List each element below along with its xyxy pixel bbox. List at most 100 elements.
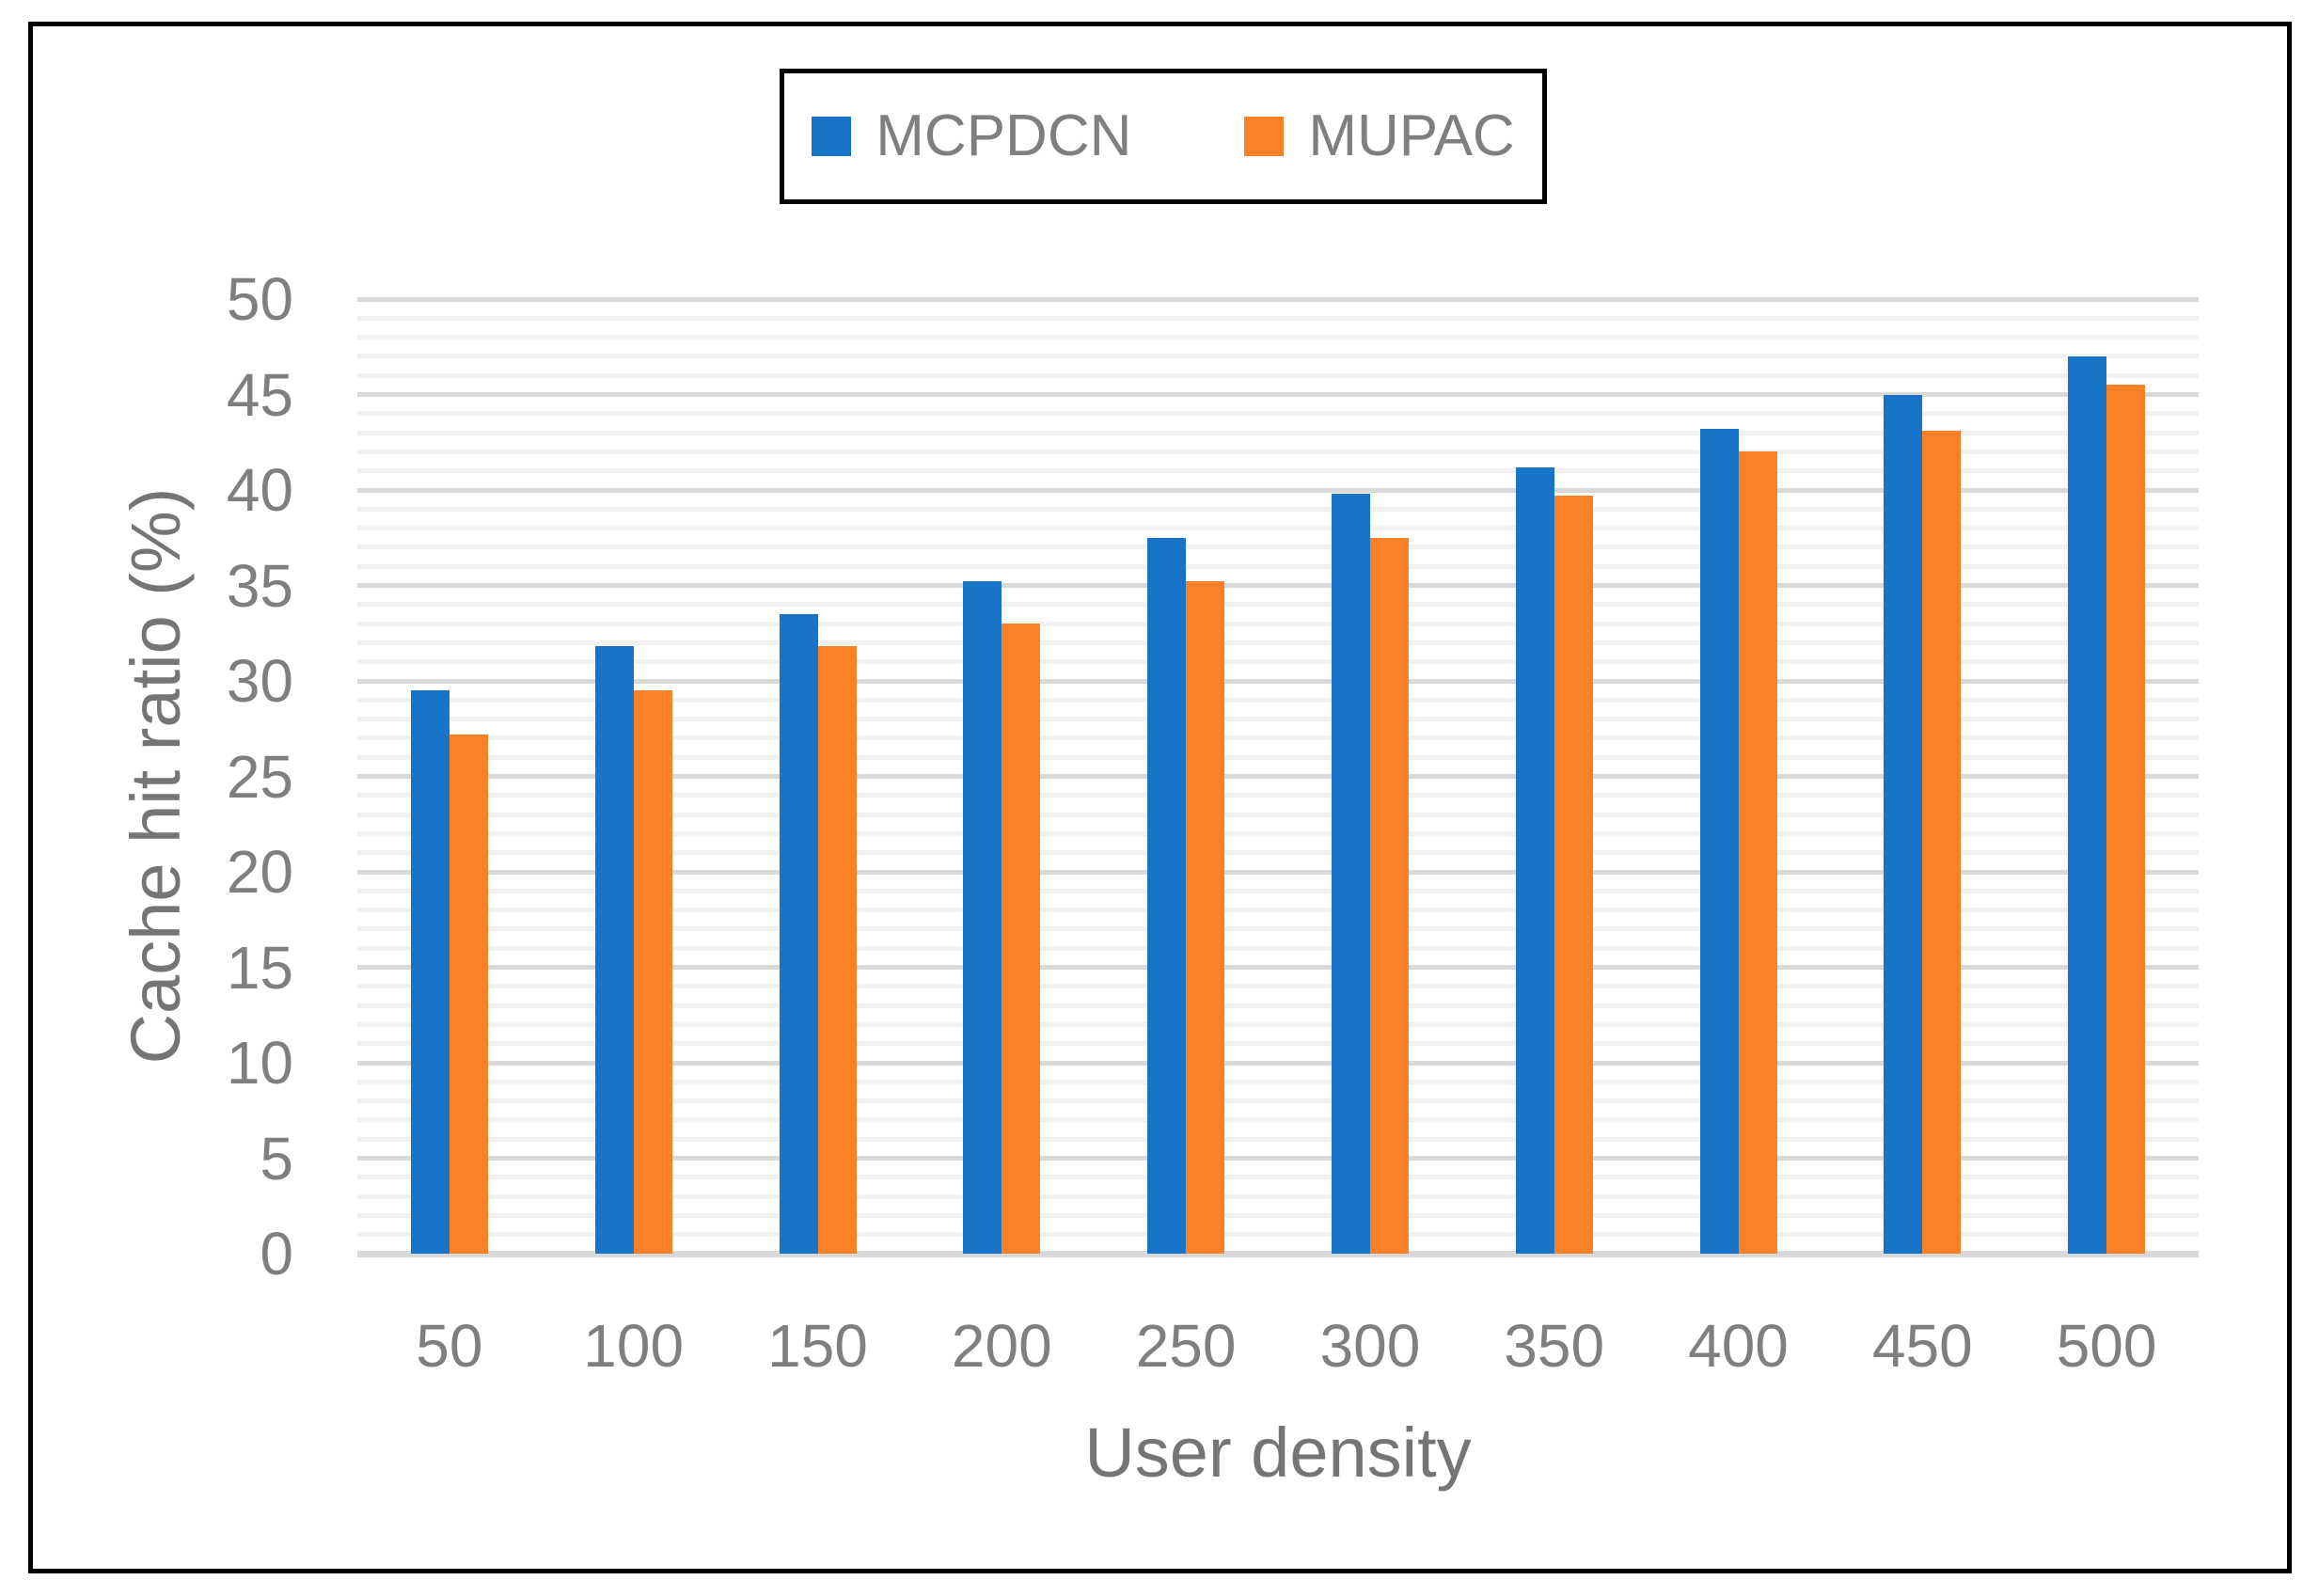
x-tick-label: 500 — [2056, 1312, 2157, 1380]
gridline — [357, 621, 2199, 626]
y-tick-label: 25 — [226, 742, 293, 811]
gridline — [357, 526, 2199, 531]
gridline — [357, 372, 2199, 378]
gridline — [357, 1117, 2199, 1123]
x-tick-label: 50 — [416, 1312, 483, 1380]
gridline — [357, 392, 2199, 397]
gridline — [357, 602, 2199, 608]
gridline — [357, 1003, 2199, 1008]
bar-mcpdcn — [1515, 466, 1554, 1254]
bar-mcpdcn — [779, 613, 818, 1254]
gridline — [357, 735, 2199, 741]
gridline — [357, 697, 2199, 703]
gridline — [357, 754, 2199, 760]
bar-mupac — [449, 734, 488, 1254]
gridline — [357, 583, 2199, 588]
gridline — [357, 717, 2199, 722]
gridline — [357, 468, 2199, 474]
y-tick-label: 40 — [226, 456, 293, 524]
x-tick-label: 100 — [583, 1312, 685, 1380]
mcpdcn-swatch-icon — [812, 117, 852, 156]
gridline — [357, 812, 2199, 817]
y-tick-label: 35 — [226, 551, 293, 620]
bar-mcpdcn — [963, 581, 1002, 1254]
x-tick-label: 150 — [767, 1312, 868, 1380]
gridline — [357, 315, 2199, 321]
gridline — [357, 296, 2199, 302]
x-tick-label: 300 — [1319, 1312, 1421, 1380]
gridline — [357, 487, 2199, 493]
gridline — [357, 1175, 2199, 1180]
bar-mcpdcn — [1884, 394, 1923, 1254]
bar-mcpdcn — [2068, 356, 2107, 1254]
legend: MCPDCN MUPAC — [780, 69, 1547, 204]
gridline — [357, 1098, 2199, 1104]
x-tick-label: 450 — [1871, 1312, 1973, 1380]
y-tick-label: 15 — [226, 933, 293, 1002]
bar-mupac — [633, 690, 672, 1254]
gridline — [357, 506, 2199, 512]
gridline — [357, 640, 2199, 645]
bar-mcpdcn — [1147, 537, 1187, 1254]
gridline — [357, 984, 2199, 989]
bar-mupac — [1554, 496, 1593, 1254]
bar-mcpdcn — [1331, 494, 1370, 1254]
x-tick-label: 400 — [1688, 1312, 1789, 1380]
bar-mupac — [1186, 581, 1225, 1254]
gridline — [357, 659, 2199, 665]
bar-mupac — [1738, 451, 1777, 1254]
bar-mcpdcn — [594, 646, 634, 1254]
legend-label-mupac: MUPAC — [1308, 103, 1515, 168]
legend-item-mupac: MUPAC — [1244, 103, 1515, 168]
gridline — [357, 1060, 2199, 1066]
y-tick-label: 50 — [226, 265, 293, 333]
gridline — [357, 430, 2199, 435]
y-tick-label: 5 — [260, 1124, 293, 1193]
gridline — [357, 1156, 2199, 1161]
gridline — [357, 335, 2199, 340]
x-axis-line — [357, 1250, 2199, 1257]
bar-mupac — [1002, 624, 1041, 1254]
mupac-swatch-icon — [1244, 117, 1285, 156]
gridline — [357, 850, 2199, 856]
bar-mcpdcn — [1699, 429, 1739, 1254]
x-tick-label: 350 — [1504, 1312, 1605, 1380]
gridline — [357, 869, 2199, 875]
y-tick-label: 20 — [226, 838, 293, 906]
gridline — [357, 945, 2199, 951]
gridline — [357, 545, 2199, 550]
gridline — [357, 1193, 2199, 1199]
legend-item-mcpdcn: MCPDCN — [812, 107, 1131, 166]
gridline — [357, 1021, 2199, 1027]
gridline — [357, 678, 2199, 684]
gridline — [357, 965, 2199, 970]
x-axis-title: User density — [1084, 1414, 1472, 1492]
gridline — [357, 354, 2199, 359]
gridline — [357, 888, 2199, 893]
gridline — [357, 1232, 2199, 1238]
y-tick-label: 45 — [226, 360, 293, 429]
gridline — [357, 411, 2199, 417]
bar-mcpdcn — [410, 690, 450, 1254]
bar-mupac — [1922, 431, 1962, 1254]
gridline — [357, 926, 2199, 932]
gridline — [357, 1079, 2199, 1084]
bar-mupac — [1369, 537, 1409, 1254]
gridline — [357, 908, 2199, 913]
gridline — [357, 830, 2199, 836]
y-tick-label: 30 — [226, 647, 293, 715]
legend-label-mcpdcn: MCPDCN — [876, 103, 1132, 168]
y-tick-label: 0 — [260, 1220, 293, 1288]
bar-mupac — [2106, 385, 2146, 1254]
gridline — [357, 1136, 2199, 1142]
gridline — [357, 449, 2199, 454]
gridline — [357, 774, 2199, 779]
x-tick-label: 200 — [951, 1312, 1052, 1380]
y-tick-label: 10 — [226, 1029, 293, 1097]
gridline — [357, 563, 2199, 569]
x-tick-label: 250 — [1135, 1312, 1237, 1380]
gridline — [357, 793, 2199, 798]
gridline — [357, 1041, 2199, 1047]
y-axis-title: Cache hit ratio (%) — [117, 487, 195, 1065]
